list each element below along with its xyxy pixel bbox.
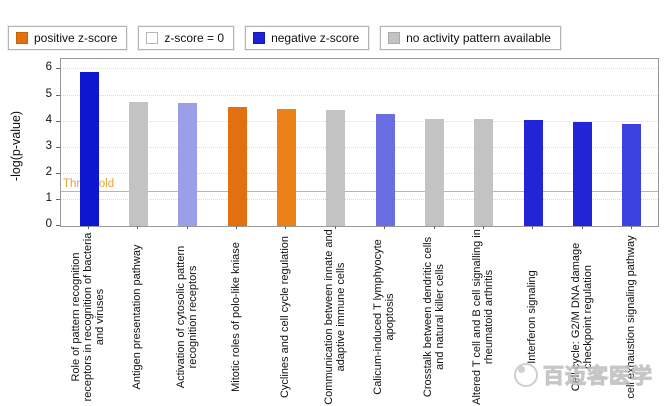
- bar: [622, 124, 642, 226]
- legend-item-label: negative z-score: [271, 31, 360, 45]
- y-tick: [56, 94, 60, 96]
- x-tick: [285, 226, 287, 229]
- y-tick-label: 6: [45, 61, 52, 74]
- legend-swatch-icon: [16, 32, 28, 44]
- x-axis-label: Crosstalk between dendritic cells and na…: [421, 236, 446, 398]
- y-tick: [56, 120, 60, 122]
- legend-item-label: z-score = 0: [164, 31, 225, 45]
- x-axis-label: Mitotic roles of polo-like kniase: [229, 242, 242, 392]
- x-axis-label: Activation of cytosolic pattern recognit…: [174, 245, 199, 389]
- x-tick: [236, 226, 238, 229]
- x-tick: [581, 226, 583, 229]
- x-axis-label: Cyclines and cell cycle regulation: [279, 235, 292, 399]
- x-axis-label: Calicum-induced T lymphyocyte apoptosis: [371, 239, 397, 395]
- bar: [178, 103, 198, 226]
- bar: [474, 119, 494, 226]
- x-tick: [384, 226, 386, 229]
- legend-item-no-activity-pattern-available: no activity pattern available: [380, 26, 561, 50]
- watermark: 百迈客医学: [514, 360, 653, 390]
- gridline: [61, 198, 658, 200]
- legend-item-z-score-0: z-score = 0: [138, 26, 235, 50]
- watermark-text: 百迈客医学: [543, 365, 653, 389]
- y-tick: [56, 172, 60, 174]
- x-tick: [482, 226, 484, 229]
- y-tick: [56, 68, 60, 70]
- y-axis-title: -log(p-value): [9, 110, 23, 182]
- y-tick: [56, 198, 60, 200]
- x-axis-label: Antigen presentation pathway: [131, 244, 144, 390]
- x-tick: [186, 226, 188, 229]
- x-axis-label: Communication between innate and adaptiv…: [322, 229, 347, 405]
- gridline: [61, 120, 658, 122]
- watermark-logo-icon: [514, 363, 538, 387]
- y-tick: [56, 225, 60, 226]
- x-axis-label: Altered T cell and B cell signalling in …: [470, 229, 495, 405]
- y-tick-label: 0: [45, 218, 52, 230]
- bar: [425, 119, 445, 226]
- threshold-line: [61, 191, 658, 193]
- y-tick: [56, 146, 60, 148]
- gridline: [61, 172, 658, 174]
- gridline: [61, 146, 658, 148]
- legend-swatch-icon: [388, 32, 401, 44]
- legend-item-negative-z-score: negative z-score: [245, 26, 370, 50]
- legend-item-positive-z-score: positive z-score: [8, 26, 128, 50]
- plot-area: Threshold: [60, 58, 659, 227]
- gridline: [61, 94, 658, 96]
- x-tick: [88, 226, 89, 229]
- x-axis-label: Role of pattern recognition receptors in…: [69, 232, 107, 402]
- legend-swatch-icon: [253, 32, 266, 44]
- y-tick-label: 5: [45, 87, 52, 100]
- x-tick: [532, 226, 534, 229]
- x-tick: [137, 226, 139, 229]
- y-tick-label: 2: [45, 165, 52, 178]
- bar: [128, 102, 148, 226]
- x-tick: [433, 226, 435, 229]
- y-tick-label: 1: [45, 191, 52, 204]
- bar: [326, 109, 346, 226]
- legend-swatch-icon: [146, 32, 159, 44]
- bar: [375, 113, 395, 226]
- x-tick: [630, 226, 632, 229]
- x-tick: [334, 226, 336, 229]
- legend-item-label: positive z-score: [34, 31, 118, 45]
- legend: positive z-score z-score = 0 negative z-sc…: [8, 26, 561, 50]
- y-tick-label: 3: [45, 139, 52, 152]
- bar: [573, 121, 593, 226]
- legend-item-label: no activity pattern available: [406, 31, 551, 45]
- bar: [523, 120, 543, 226]
- bar: [227, 107, 247, 226]
- bar: [79, 72, 99, 226]
- y-tick-label: 4: [45, 113, 52, 126]
- bar: [276, 108, 296, 226]
- gridline: [61, 68, 658, 70]
